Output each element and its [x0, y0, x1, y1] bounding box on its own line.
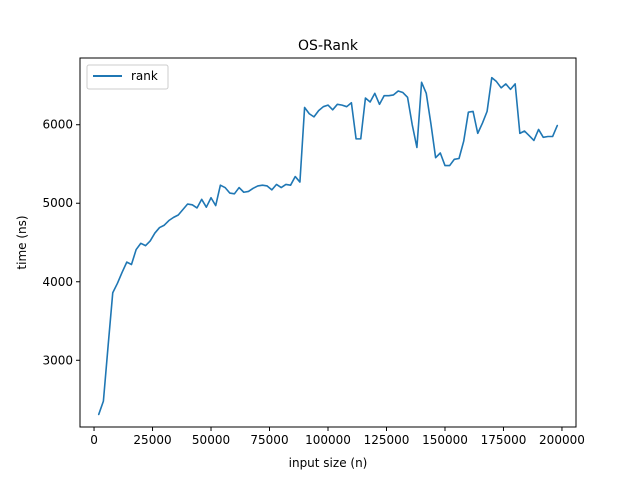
x-tick-label: 100000	[305, 433, 351, 447]
x-axis-label: input size (n)	[289, 456, 368, 470]
series-line-rank	[97, 76, 559, 416]
y-tick-label: 4000	[42, 275, 73, 289]
plot-area	[97, 76, 559, 416]
x-tick-label: 150000	[422, 433, 468, 447]
y-tick-label: 5000	[42, 196, 73, 210]
legend-box	[86, 64, 169, 90]
legend-label-rank: rank	[131, 69, 158, 83]
y-tick-label: 3000	[42, 353, 73, 367]
x-tick-label: 125000	[364, 433, 410, 447]
x-tick-label: 75000	[250, 433, 288, 447]
chart-title: OS-Rank	[298, 38, 359, 54]
x-tick-label: 25000	[133, 433, 171, 447]
x-tick-label: 50000	[192, 433, 230, 447]
y-axis: 3000 4000 5000 6000	[42, 118, 80, 367]
x-tick-label: 0	[90, 433, 98, 447]
x-tick-label: 200000	[539, 433, 585, 447]
x-axis: 0 25000 50000 75000 100000 125000 150000 175000…	[90, 427, 585, 447]
y-tick-label: 6000	[42, 118, 73, 132]
y-axis-label: time (ns)	[15, 215, 29, 269]
legend: rank	[86, 64, 169, 90]
x-tick-label: 175000	[481, 433, 527, 447]
